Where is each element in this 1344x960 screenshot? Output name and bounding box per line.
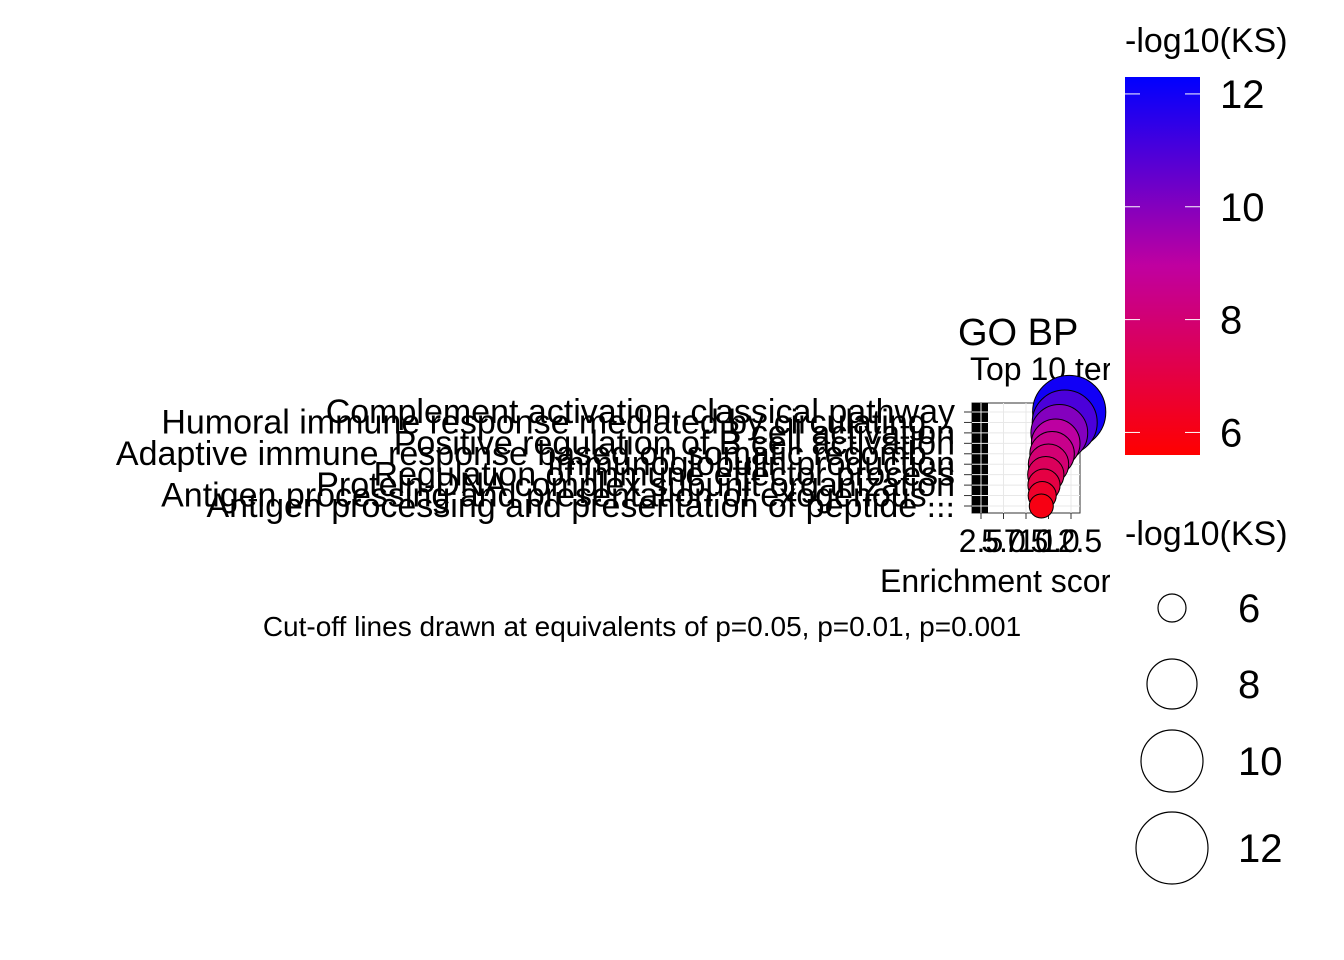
term-label: Regulation of immune effector process (374, 456, 955, 494)
size-legend-label: 6 (1238, 587, 1260, 631)
term-label: Positive regulation of B cell activation (394, 424, 955, 462)
color-legend-tick: 10 (1220, 186, 1265, 230)
size-legend-label: 8 (1238, 663, 1260, 707)
color-legend: -log10(KS) 12 10 8 6 (1125, 22, 1288, 455)
chart-caption: Cut-off lines drawn at equivalents of p=… (263, 611, 1021, 642)
x-axis-label: Enrichment score (880, 563, 1129, 599)
size-legend-key (1140, 729, 1204, 793)
x-tick-labels: 2.55.07.510.012.5 (959, 523, 1102, 559)
size-legend-title: -log10(KS) (1125, 515, 1288, 553)
color-legend-tick: 8 (1220, 299, 1242, 343)
term-label: Humoral immune response mediated by circ… (161, 403, 955, 441)
x-tick-label: 7.5 (1004, 523, 1048, 559)
plot-panel: Complement activation, classical pathway… (964, 374, 1107, 519)
term-label: Immunoglobulin production (547, 445, 955, 483)
term-labels: Complement activation, classical pathway… (116, 393, 955, 525)
x-tick-label: 2.5 (959, 523, 1003, 559)
color-legend-tick: 12 (1220, 73, 1265, 117)
term-label: Antigen processing and presentation of p… (206, 487, 955, 525)
term-label: Protein-DNA complex subunit organization (316, 466, 955, 504)
color-legend-bar (1125, 77, 1200, 455)
size-legend-label: 10 (1238, 740, 1283, 784)
x-tick-label: 12.5 (1040, 523, 1102, 559)
ks-cutoff-lines (972, 403, 988, 513)
chart-title: GO BP (958, 312, 1078, 354)
term-label: B cell activation (719, 414, 955, 452)
data-point: Antigen processing and presentation of p… (1028, 493, 1054, 519)
size-legend: -log10(KS) 6 8 10 12 (1125, 515, 1288, 885)
term-label: Antigen processing and presentation of e… (161, 477, 955, 515)
x-tick-label: 5.0 (981, 523, 1025, 559)
size-legend-key (1146, 658, 1198, 710)
x-tick-label: 10.0 (1017, 523, 1079, 559)
size-legend-label: 12 (1238, 827, 1283, 871)
color-legend-tick: 6 (1220, 411, 1242, 455)
color-legend-title: -log10(KS) (1125, 22, 1288, 60)
term-label: Adaptive immune response based on somati… (116, 435, 955, 473)
size-legend-key (1157, 593, 1187, 623)
size-legend-key (1135, 811, 1209, 885)
term-label: Complement activation, classical pathway (326, 393, 955, 431)
